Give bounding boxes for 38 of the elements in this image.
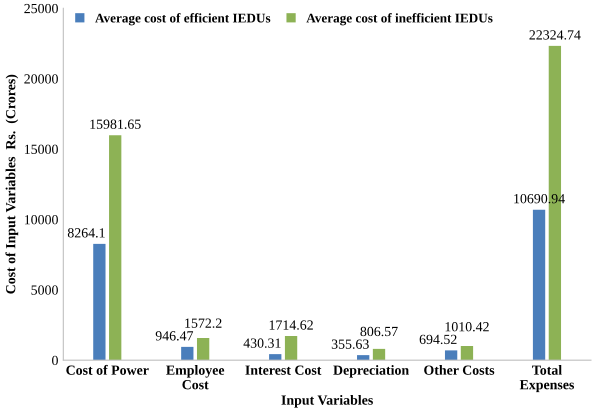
data-label: 946.47 [156, 331, 194, 341]
legend-label: Average cost of efficient IEDUs [95, 13, 270, 26]
data-label: 430.31 [243, 338, 281, 348]
x-axis-title: Input Variables [281, 394, 373, 408]
bar [460, 346, 474, 360]
x-tick-label: Total Expenses [520, 365, 574, 392]
data-label: 1714.62 [270, 320, 313, 330]
data-label: 15981.65 [90, 120, 141, 129]
x-tick-label: Employee Cost [166, 365, 224, 390]
data-label: 1010.42 [446, 322, 489, 332]
y-tick-label: 0 [52, 356, 58, 366]
y-tick-label: 25000 [24, 4, 58, 14]
bar [532, 210, 546, 360]
bar [372, 348, 386, 360]
y-tick-label: 5000 [31, 285, 58, 295]
bar [109, 135, 122, 360]
bar [181, 346, 194, 360]
bar [269, 354, 282, 360]
x-tick-label: Interest Cost [245, 365, 322, 375]
data-label: 8264.1 [68, 228, 105, 238]
bar [196, 338, 210, 360]
data-label: 355.63 [332, 340, 369, 349]
y-tick-label: 10000 [24, 215, 58, 224]
y-tick-label: 15000 [24, 144, 58, 154]
y-tick-label: 20000 [24, 74, 58, 84]
data-label: 694.52 [420, 334, 457, 344]
bar [444, 350, 458, 360]
bar [357, 355, 370, 360]
data-label: 22324.74 [529, 30, 581, 40]
legend-label: Average cost of inefficient IEDUs [306, 13, 493, 26]
y-axis-title: Cost of Input Variables Rs. (Crores) [5, 74, 18, 294]
bar [284, 336, 298, 360]
data-label: 1572.2 [185, 318, 222, 328]
x-tick-label: Depreciation [333, 365, 409, 378]
x-tick-label: Other Costs [424, 365, 494, 375]
x-tick-label: Cost of Power [66, 364, 149, 375]
data-label: 806.57 [360, 326, 398, 336]
bar [93, 244, 106, 360]
